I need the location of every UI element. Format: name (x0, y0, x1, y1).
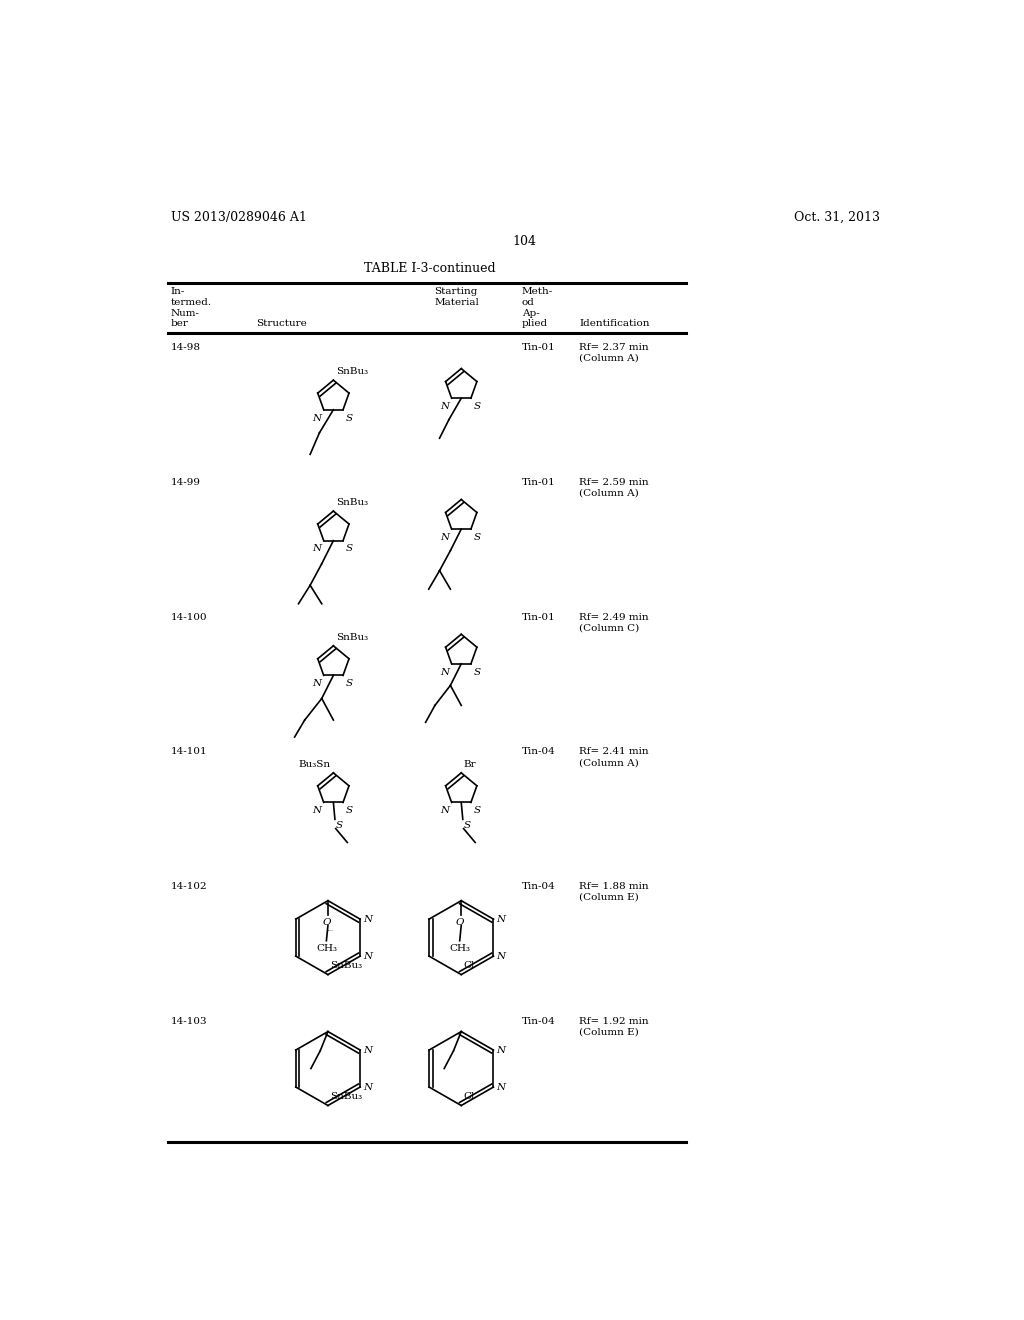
Text: S: S (473, 533, 480, 543)
Text: S: S (345, 544, 352, 553)
Text: (Column E): (Column E) (579, 892, 639, 902)
Text: Rf= 2.49 min: Rf= 2.49 min (579, 612, 648, 622)
Text: S: S (345, 807, 352, 816)
Text: N: N (497, 952, 506, 961)
Text: N: N (312, 807, 322, 816)
Text: S: S (473, 668, 480, 677)
Text: Oct. 31, 2013: Oct. 31, 2013 (794, 211, 880, 224)
Text: SnBu₃: SnBu₃ (336, 367, 368, 376)
Text: S: S (336, 821, 343, 830)
Text: N: N (440, 668, 450, 677)
Text: Cl: Cl (464, 1092, 475, 1101)
Text: Starting: Starting (434, 286, 477, 296)
Text: N: N (312, 680, 322, 688)
Text: SnBu₃: SnBu₃ (336, 498, 368, 507)
Text: 14-101: 14-101 (171, 747, 207, 756)
Text: Tin-01: Tin-01 (521, 612, 555, 622)
Text: N: N (497, 1045, 506, 1055)
Text: Ap-: Ap- (521, 309, 540, 318)
Text: N: N (312, 413, 322, 422)
Text: S: S (473, 403, 480, 411)
Text: S: S (473, 807, 480, 816)
Text: US 2013/0289046 A1: US 2013/0289046 A1 (171, 211, 306, 224)
Text: Tin-04: Tin-04 (521, 747, 555, 756)
Text: 14-98: 14-98 (171, 343, 201, 352)
Text: (Column C): (Column C) (579, 623, 639, 632)
Text: Num-: Num- (171, 309, 200, 318)
Text: Rf= 1.92 min: Rf= 1.92 min (579, 1016, 648, 1026)
Text: S: S (345, 413, 352, 422)
Text: (Column A): (Column A) (579, 758, 639, 767)
Text: N: N (440, 807, 450, 816)
Text: N: N (440, 533, 450, 543)
Text: (Column A): (Column A) (579, 354, 639, 363)
Text: CH₃: CH₃ (315, 944, 337, 953)
Text: N: N (364, 1045, 373, 1055)
Text: (Column E): (Column E) (579, 1028, 639, 1036)
Text: Cl: Cl (464, 961, 475, 970)
Text: 104: 104 (513, 235, 537, 248)
Text: S: S (464, 821, 471, 830)
Text: TABLE I-3-continued: TABLE I-3-continued (365, 263, 496, 276)
Text: Tin-04: Tin-04 (521, 882, 555, 891)
Text: Rf= 1.88 min: Rf= 1.88 min (579, 882, 648, 891)
Text: N: N (364, 915, 373, 924)
Text: 14-99: 14-99 (171, 478, 201, 487)
Text: SnBu₃: SnBu₃ (331, 1092, 362, 1101)
Text: N: N (497, 1082, 506, 1092)
Text: Bu₃Sn: Bu₃Sn (299, 760, 331, 770)
Text: SnBu₃: SnBu₃ (336, 634, 368, 642)
Text: N: N (312, 544, 322, 553)
Text: Tin-01: Tin-01 (521, 343, 555, 352)
Text: Br: Br (464, 760, 476, 770)
Text: 14-102: 14-102 (171, 882, 207, 891)
Text: N: N (364, 1082, 373, 1092)
Text: (Column A): (Column A) (579, 488, 639, 498)
Text: Rf= 2.37 min: Rf= 2.37 min (579, 343, 648, 352)
Text: N: N (497, 915, 506, 924)
Text: Meth-: Meth- (521, 286, 553, 296)
Text: Tin-04: Tin-04 (521, 1016, 555, 1026)
Text: 14-103: 14-103 (171, 1016, 207, 1026)
Text: S: S (345, 680, 352, 688)
Text: Rf= 2.59 min: Rf= 2.59 min (579, 478, 648, 487)
Text: N: N (364, 952, 373, 961)
Text: plied: plied (521, 319, 548, 329)
Text: Rf= 2.41 min: Rf= 2.41 min (579, 747, 648, 756)
Text: O: O (323, 917, 331, 927)
Text: Identification: Identification (579, 319, 649, 329)
Text: Material: Material (434, 298, 479, 306)
Text: SnBu₃: SnBu₃ (331, 961, 362, 970)
Text: O: O (456, 917, 464, 927)
Text: In-: In- (171, 286, 185, 296)
Text: 14-100: 14-100 (171, 612, 207, 622)
Text: od: od (521, 298, 535, 306)
Text: ber: ber (171, 319, 188, 329)
Text: N: N (440, 403, 450, 411)
Text: Structure: Structure (256, 319, 306, 329)
Text: Tin-01: Tin-01 (521, 478, 555, 487)
Text: termed.: termed. (171, 298, 212, 306)
Text: CH₃: CH₃ (450, 944, 470, 953)
